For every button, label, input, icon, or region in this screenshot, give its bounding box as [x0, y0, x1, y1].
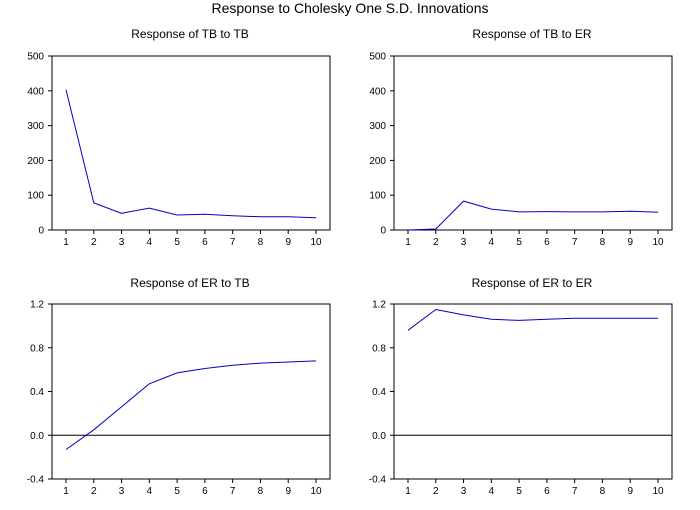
- figure-title: Response to Cholesky One S.D. Innovation…: [211, 0, 489, 16]
- y-tick-label: 0.8: [372, 343, 386, 354]
- x-tick-label: 7: [572, 237, 578, 248]
- y-tick-label: 300: [27, 121, 44, 132]
- plot-area-tb-tb: 0 100 200 300 400 500 1 2 3 4 5 6 7 8 9 10: [27, 52, 331, 248]
- y-tick-label: 100: [369, 191, 386, 202]
- x-tick-label: 6: [544, 237, 550, 248]
- x-tick-label: 10: [652, 237, 664, 248]
- x-tick-label: 8: [258, 237, 264, 248]
- y-tick-label: 0: [380, 226, 386, 237]
- x-tick-label: 8: [258, 486, 264, 497]
- panel-er-to-tb: Response of ER to TB -0.4 0.0 0.4 0.8 1.2 1 2 3…: [27, 276, 331, 497]
- x-tick-label: 5: [174, 486, 180, 497]
- x-tick-label: 2: [91, 237, 97, 248]
- panel-tb-to-tb: Response of TB to TB 0 100 200 300 400 500 1 2 3…: [27, 27, 331, 248]
- y-tick-label: 200: [369, 156, 386, 167]
- panel-title-er-er: Response of ER to ER: [472, 276, 593, 290]
- x-tick-label: 9: [627, 486, 633, 497]
- x-tick-label: 1: [405, 486, 411, 497]
- plot-frame: [51, 303, 331, 480]
- x-tick-label: 2: [433, 237, 439, 248]
- x-tick-label: 1: [63, 237, 69, 248]
- panel-title-er-tb: Response of ER to TB: [130, 276, 249, 290]
- x-tick-label: 10: [310, 486, 322, 497]
- y-tick-label: 300: [369, 121, 386, 132]
- plot-frame: [393, 55, 673, 231]
- panel-title-tb-tb: Response of TB to TB: [131, 27, 249, 41]
- response-line: [407, 200, 659, 231]
- x-tick-label: 3: [461, 486, 467, 497]
- y-tick-label: 0.0: [372, 431, 386, 442]
- plot-frame: [393, 303, 673, 480]
- x-tick-label: 5: [516, 486, 522, 497]
- y-tick-label: 200: [27, 156, 44, 167]
- panel-tb-to-er: Response of TB to ER 0 100 200 300 400 500 1 2 3…: [369, 27, 673, 248]
- y-tick-label: 0: [38, 226, 44, 237]
- y-tick-label: 400: [369, 86, 386, 97]
- x-tick-label: 2: [433, 486, 439, 497]
- x-tick-label: 10: [652, 486, 664, 497]
- y-tick-label: 400: [27, 86, 44, 97]
- x-tick-label: 7: [230, 237, 236, 248]
- y-tick-label: -0.4: [27, 475, 45, 486]
- x-tick-label: 9: [285, 237, 291, 248]
- x-tick-label: 6: [202, 486, 208, 497]
- x-tick-label: 6: [544, 486, 550, 497]
- x-tick-label: 6: [202, 237, 208, 248]
- response-line: [407, 308, 658, 331]
- x-tick-label: 1: [405, 237, 411, 248]
- plot-area-er-tb: -0.4 0.0 0.4 0.8 1.2 1 2 3 4 5 6 7 8 9 10: [27, 300, 331, 497]
- x-tick-label: 4: [147, 486, 153, 497]
- x-tick-label: 8: [600, 486, 606, 497]
- x-tick-label: 7: [230, 486, 236, 497]
- plot-frame: [51, 55, 331, 231]
- plot-area-tb-er: 0 100 200 300 400 500 1 2 3 4 5 6 7 8 9 10: [369, 52, 673, 248]
- x-tick-label: 4: [147, 237, 153, 248]
- x-tick-label: 8: [600, 237, 606, 248]
- x-tick-label: 5: [174, 237, 180, 248]
- response-line: [65, 360, 317, 450]
- x-tick-label: 2: [91, 486, 97, 497]
- x-tick-label: 3: [461, 237, 467, 248]
- y-tick-label: 100: [27, 191, 44, 202]
- x-tick-label: 10: [310, 237, 322, 248]
- x-tick-label: 9: [285, 486, 291, 497]
- y-tick-label: 500: [27, 52, 44, 63]
- y-tick-label: 500: [369, 52, 386, 63]
- panel-er-to-er: Response of ER to ER -0.4 0.0 0.4 0.8 1.2 1 2 3…: [369, 276, 673, 497]
- y-tick-label: 0.8: [30, 343, 44, 354]
- y-tick-label: -0.4: [369, 475, 387, 486]
- y-tick-label: 0.0: [30, 431, 44, 442]
- x-tick-label: 4: [489, 486, 495, 497]
- x-tick-label: 3: [119, 486, 125, 497]
- y-tick-label: 1.2: [30, 300, 44, 311]
- x-tick-label: 3: [119, 237, 125, 248]
- x-tick-label: 4: [489, 237, 495, 248]
- y-tick-label: 1.2: [372, 300, 386, 311]
- response-line: [65, 89, 317, 219]
- x-tick-label: 5: [516, 237, 522, 248]
- panel-title-tb-er: Response of TB to ER: [472, 27, 592, 41]
- x-tick-label: 9: [627, 237, 633, 248]
- x-tick-label: 7: [572, 486, 578, 497]
- plot-area-er-er: -0.4 0.0 0.4 0.8 1.2 1 2 3 4 5 6 7 8 9 10: [369, 300, 673, 497]
- y-tick-label: 0.4: [30, 387, 44, 398]
- x-tick-label: 1: [63, 486, 69, 497]
- y-tick-label: 0.4: [372, 387, 386, 398]
